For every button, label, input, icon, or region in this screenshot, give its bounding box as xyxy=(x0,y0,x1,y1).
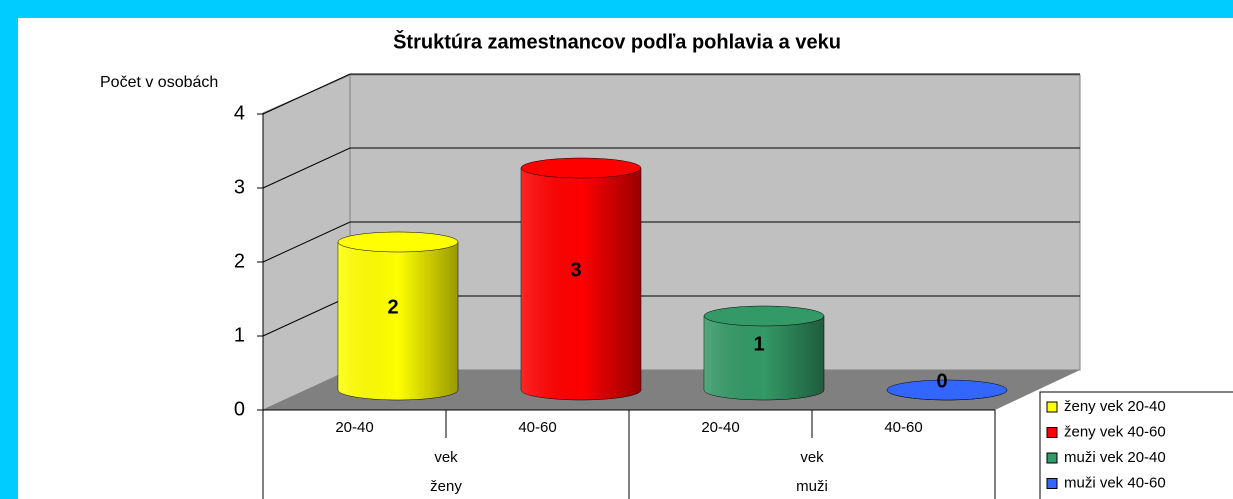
legend-swatch xyxy=(1046,427,1058,438)
grid-line xyxy=(262,73,1080,115)
bar-shade xyxy=(704,316,824,400)
y-tick-label: 3 xyxy=(234,176,245,198)
bar xyxy=(337,231,459,401)
legend-label: muži vek 20-40 xyxy=(1064,449,1166,466)
data-label: 2 xyxy=(387,296,398,318)
grid-line xyxy=(262,147,1080,189)
legend-label: muži vek 40-60 xyxy=(1064,474,1166,491)
legend xyxy=(1039,391,1233,499)
data-label: 0 xyxy=(936,370,947,392)
x-tick-label: 40-60 xyxy=(518,419,556,436)
chart-title: Štruktúra zamestnancov podľa pohlavia a … xyxy=(393,29,841,53)
legend-swatch xyxy=(1046,452,1058,464)
x-tick-label: 20-40 xyxy=(335,419,373,436)
data-label: 3 xyxy=(570,259,581,281)
bar-top xyxy=(886,379,1008,401)
legend-swatch xyxy=(1046,478,1058,489)
bar-top xyxy=(520,157,642,179)
bar-top xyxy=(703,305,825,327)
legend-label: ženy vek 40-60 xyxy=(1064,423,1166,440)
y-axis-title: Počet v osobách xyxy=(100,74,218,91)
group-sublabel: vek xyxy=(434,449,458,466)
bar xyxy=(703,305,825,401)
bar-shade xyxy=(338,242,458,400)
x-tick-label: 20-40 xyxy=(701,419,739,436)
legend-swatch xyxy=(1046,401,1058,413)
bar xyxy=(520,157,642,401)
y-tick-label: 0 xyxy=(234,398,245,420)
y-tick-label: 2 xyxy=(234,250,245,272)
bar-top xyxy=(337,231,459,253)
x-tick-label: 40-60 xyxy=(884,419,922,436)
legend-label: ženy vek 20-40 xyxy=(1064,398,1166,415)
floor xyxy=(263,370,1080,410)
group-label: ženy xyxy=(430,478,462,495)
y-tick-label: 4 xyxy=(234,102,245,124)
group-sublabel: vek xyxy=(800,449,824,466)
group-label: muži xyxy=(796,478,828,495)
data-label: 1 xyxy=(753,333,764,355)
grid-line xyxy=(262,221,1080,263)
bar xyxy=(886,379,1008,401)
y-tick-label: 1 xyxy=(234,324,245,346)
bar-shade xyxy=(521,168,641,400)
